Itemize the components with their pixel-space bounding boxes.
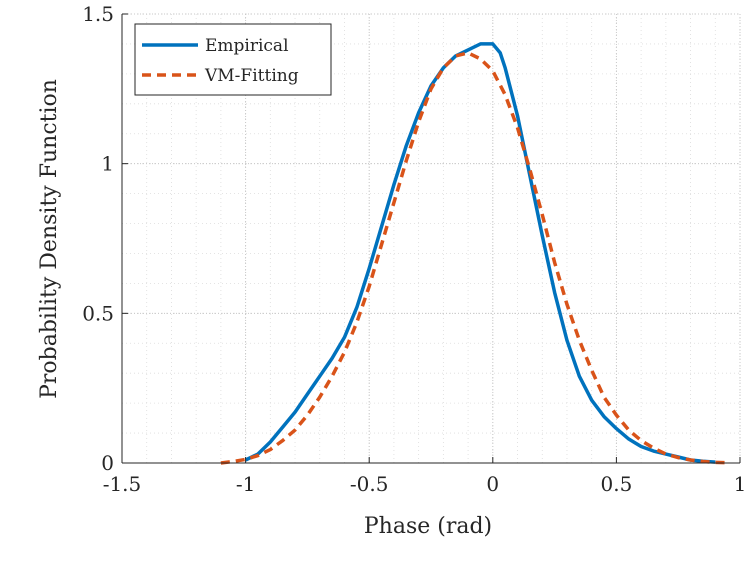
legend-box — [134, 23, 332, 96]
legend-label-vm-fitting: VM-Fitting — [204, 66, 299, 86]
y-tick-label: 1.5 — [82, 2, 114, 26]
x-tick-label: 1 — [734, 472, 747, 496]
axes-layer — [121, 14, 740, 464]
x-axis-label: Phase (rad) — [364, 514, 492, 539]
series-line-empirical — [244, 42, 716, 464]
series-layer — [220, 42, 728, 465]
x-tick-label: -0.5 — [350, 472, 389, 496]
x-tick-label: -1 — [236, 472, 255, 496]
y-axis-label: Probability Density Function — [37, 79, 62, 399]
x-tick-label: 0 — [486, 472, 499, 496]
legend-label-empirical: Empirical — [205, 36, 289, 56]
x-tick-label: -1.5 — [103, 472, 142, 496]
y-tick-label: 0.5 — [82, 301, 114, 325]
y-tick-label: 0 — [101, 451, 114, 475]
series-line-vm-fitting — [220, 51, 728, 465]
y-tick-label: 1 — [101, 152, 114, 176]
tick-marks — [121, 13, 741, 464]
legend: Empirical VM-Fitting — [134, 23, 332, 96]
tick-labels: -1.5 -1 -0.5 0 0.5 1 0 0.5 1 1.5 — [82, 2, 746, 496]
x-tick-label: 0.5 — [600, 472, 632, 496]
